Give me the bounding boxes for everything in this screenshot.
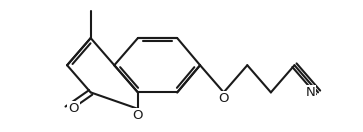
Text: N: N — [305, 86, 315, 99]
Text: O: O — [68, 102, 79, 115]
Text: O: O — [132, 109, 143, 122]
Text: O: O — [219, 92, 229, 105]
